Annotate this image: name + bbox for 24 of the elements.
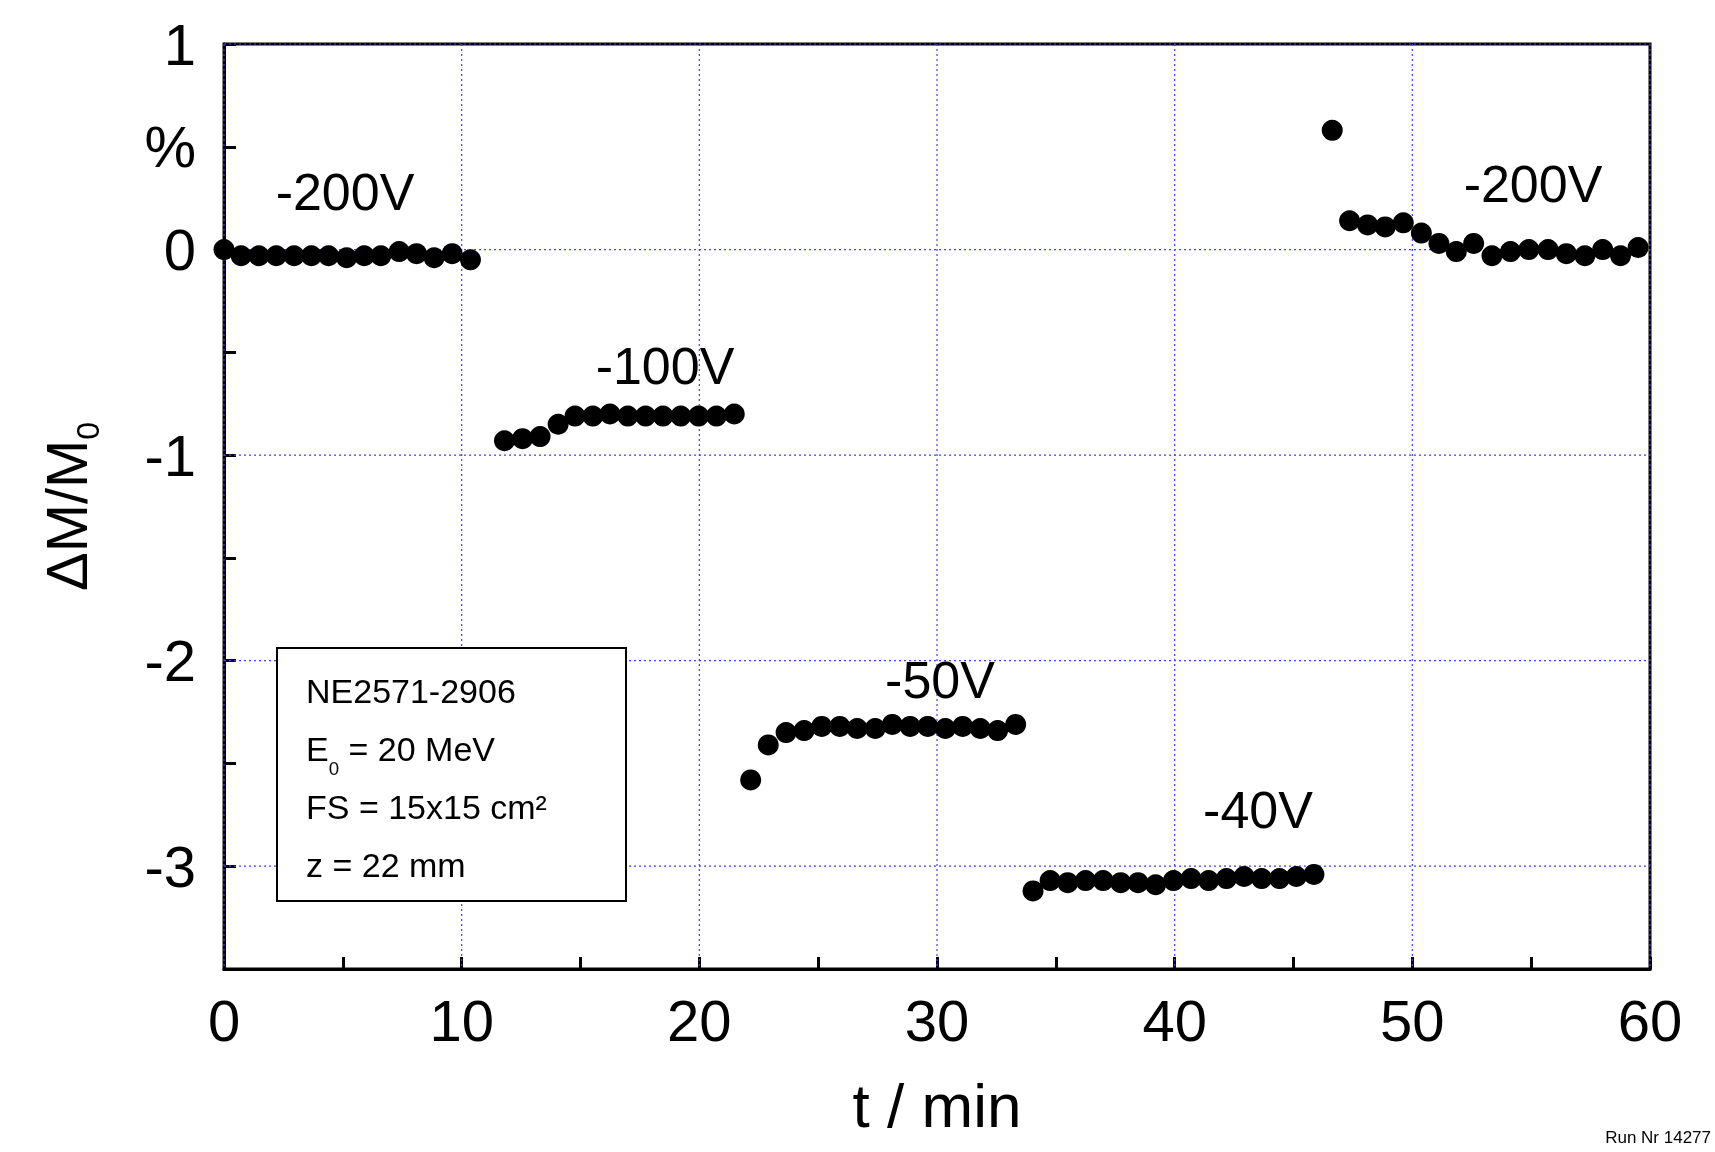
x-tick-label: 40	[1142, 987, 1207, 1053]
x-axis-title: t / min	[852, 1070, 1022, 1140]
x-tick-label: 0	[207, 987, 241, 1053]
y-tick-label: 1	[163, 11, 196, 77]
x-tick-label: 30	[904, 987, 970, 1053]
annotation: -40V	[1203, 781, 1314, 839]
annotation: -200V	[275, 163, 415, 221]
annotation: FS = 15x15 cm²	[306, 788, 547, 826]
annotation: -200V	[1463, 155, 1603, 213]
x-tick-label: 10	[429, 987, 494, 1053]
annotation: z = 22 mm	[306, 846, 466, 884]
x-tick-label: 60	[1617, 987, 1683, 1053]
text: Run Nr 14277	[1605, 1128, 1711, 1147]
y-tick-label: -2	[144, 628, 196, 694]
y-axis-title: ΔM/M0	[33, 421, 106, 592]
annotation: NE2571-2906	[306, 672, 516, 710]
y-tick-label: %	[144, 114, 196, 180]
y-tick-label: 0	[163, 217, 196, 283]
x-tick-label: 20	[667, 987, 732, 1053]
x-tick-label: 50	[1380, 987, 1445, 1053]
y-tick-label: -1	[144, 422, 196, 488]
annotation: -50V	[885, 651, 996, 709]
annotation: -100V	[595, 337, 735, 395]
y-tick-label: -3	[144, 833, 196, 899]
